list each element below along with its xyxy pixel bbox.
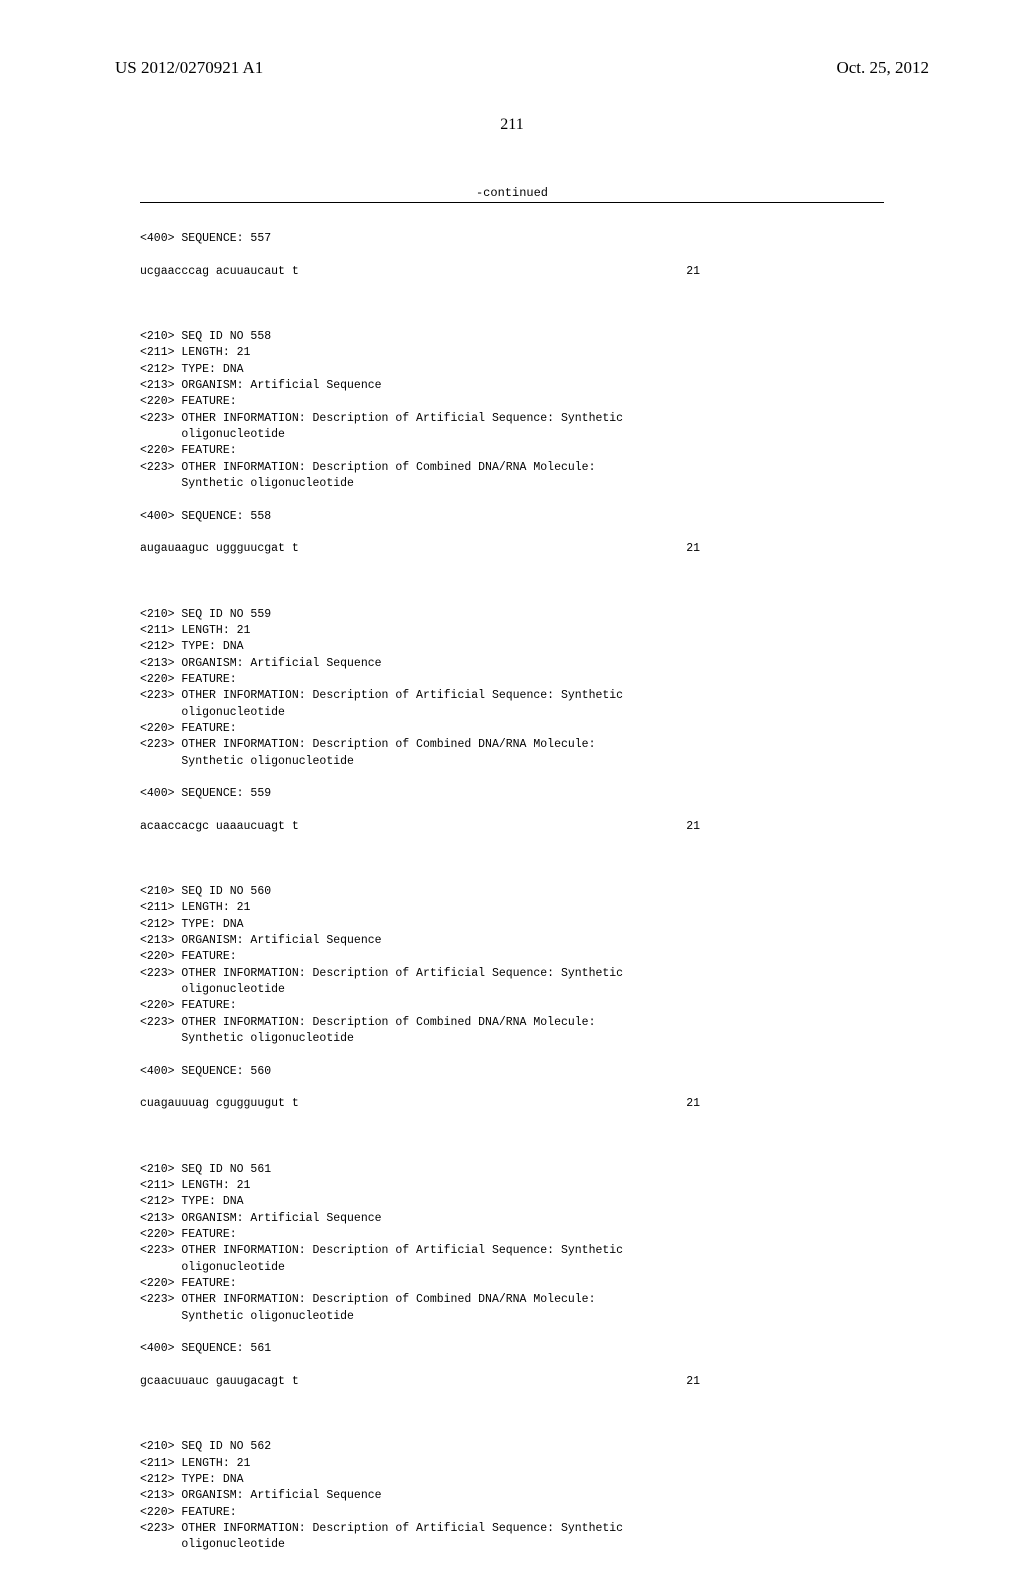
listing-block: <210> SEQ ID NO 562 <211> LENGTH: 21 <21…	[140, 1440, 623, 1551]
sequence-row: ucgaacccag acuuaucaut t 21	[140, 264, 700, 280]
listing-block: <210> SEQ ID NO 558 <211> LENGTH: 21 <21…	[140, 330, 623, 523]
sequence-listing: <400> SEQUENCE: 557 ucgaacccag acuuaucau…	[0, 203, 1024, 1570]
listing-block: <400> SEQUENCE: 557	[140, 232, 271, 245]
page-header: US 2012/0270921 A1 Oct. 25, 2012	[0, 0, 1024, 78]
sequence-text: ucgaacccag acuuaucaut t	[140, 264, 299, 280]
sequence-text: augauaaguc uggguucgat t	[140, 541, 299, 557]
sequence-text: acaaccacgc uaaaucuagt t	[140, 819, 299, 835]
sequence-text: cuagauuuag cgugguugut t	[140, 1096, 299, 1112]
listing-block: <210> SEQ ID NO 559 <211> LENGTH: 21 <21…	[140, 608, 623, 801]
sequence-row: cuagauuuag cgugguugut t 21	[140, 1096, 700, 1112]
publication-number: US 2012/0270921 A1	[115, 58, 263, 78]
listing-block: <210> SEQ ID NO 561 <211> LENGTH: 21 <21…	[140, 1163, 623, 1356]
publication-date: Oct. 25, 2012	[836, 58, 929, 78]
sequence-row: acaaccacgc uaaaucuagt t 21	[140, 819, 700, 835]
sequence-row: augauaaguc uggguucgat t 21	[140, 541, 700, 557]
sequence-text: gcaacuuauc gauugacagt t	[140, 1374, 299, 1390]
sequence-row: gcaacuuauc gauugacagt t 21	[140, 1374, 700, 1390]
sequence-length: 21	[686, 1096, 700, 1112]
sequence-length: 21	[686, 1374, 700, 1390]
page-number: 211	[0, 116, 1024, 134]
sequence-length: 21	[686, 264, 700, 280]
listing-block: <210> SEQ ID NO 560 <211> LENGTH: 21 <21…	[140, 885, 623, 1078]
continued-label: -continued	[0, 186, 1024, 200]
sequence-length: 21	[686, 541, 700, 557]
sequence-length: 21	[686, 819, 700, 835]
